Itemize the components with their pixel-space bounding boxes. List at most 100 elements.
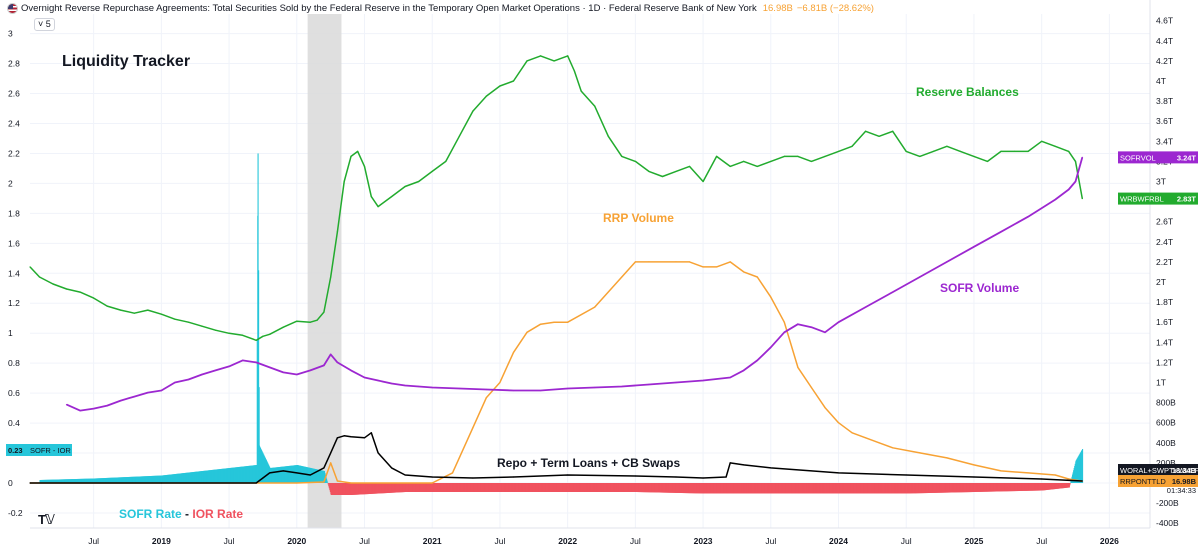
data-point: [539, 389, 542, 392]
data-point: [418, 180, 420, 183]
x-tick-label: Jul: [765, 536, 776, 546]
sofr-ior-bar: [326, 480, 328, 483]
data-point: [404, 185, 406, 188]
data-point: [1027, 216, 1029, 218]
data-point: [797, 323, 799, 325]
badge-ticker: WORAL+SWPT+WLCFLL: [1120, 466, 1200, 475]
right-tick-label: 200B: [1156, 458, 1176, 468]
data-point: [756, 359, 758, 361]
data-point: [370, 195, 372, 198]
data-point: [932, 150, 934, 152]
data-point: [323, 364, 325, 367]
sofr-ior-bar: [1069, 483, 1071, 486]
data-point: [187, 378, 190, 381]
right-tick-label: 800B: [1156, 398, 1176, 408]
data-point: [343, 435, 345, 437]
data-point: [702, 477, 704, 479]
badge-ticker: RRPONTTLD: [1120, 477, 1166, 486]
data-point: [390, 382, 393, 385]
data-point: [309, 369, 311, 372]
data-point: [539, 323, 542, 325]
data-point: [1000, 231, 1002, 233]
data-point: [1027, 472, 1029, 474]
data-point: [214, 369, 217, 372]
data-point: [93, 297, 95, 299]
x-tick-label: Jul: [630, 536, 641, 546]
data-point: [1027, 150, 1029, 152]
data-point: [404, 384, 406, 387]
right-tick-label: 4.2T: [1156, 56, 1173, 66]
data-point: [458, 135, 460, 137]
value-badge: RRPONTTLD 16.98B: [1118, 475, 1198, 487]
data-point: [973, 246, 975, 248]
data-point: [864, 306, 867, 308]
right-tick-label: -200B: [1156, 498, 1179, 508]
data-point: [323, 467, 325, 469]
data-point: [851, 432, 853, 434]
data-point: [330, 276, 332, 278]
data-point: [973, 464, 975, 466]
left-tick-label: 1.2: [8, 298, 20, 308]
data-point: [580, 90, 582, 92]
data-point: [661, 175, 664, 178]
indicator-count: 5: [45, 19, 51, 29]
data-point: [1000, 150, 1002, 152]
chart-header: Overnight Reverse Repurchase Agreements:…: [0, 0, 874, 16]
badge-ticker: SOFRVOL: [1120, 153, 1156, 162]
data-point: [445, 160, 447, 162]
sofr-ior-series: [39, 153, 1084, 495]
sofr-ior-badge: 0.23 SOFR - IOR: [6, 444, 72, 456]
x-tick-label: 2026: [1100, 536, 1119, 546]
data-point: [716, 155, 718, 157]
value-badges: SOFRVOL 3.24T WRBWFRBL 2.83T WORAL+SWPT+WLCF…: [6, 151, 1200, 495]
data-point: [370, 432, 372, 434]
data-point: [770, 160, 772, 162]
data-point: [905, 150, 907, 152]
right-tick-label: 4.6T: [1156, 16, 1173, 26]
data-point: [729, 376, 731, 379]
right-tick-label: 1.4T: [1156, 337, 1173, 347]
data-point: [160, 313, 162, 315]
data-point: [336, 361, 339, 363]
data-point: [418, 385, 420, 388]
data-point: [634, 261, 636, 263]
right-tick-label: 1.6T: [1156, 317, 1173, 327]
data-point: [1013, 150, 1016, 152]
countdown-label: 01:34:33: [1167, 486, 1196, 495]
data-point: [892, 130, 894, 132]
data-point: [1054, 198, 1056, 201]
data-point: [567, 387, 569, 390]
right-tick-label: 2.2T: [1156, 257, 1173, 267]
data-point: [363, 437, 366, 439]
data-point: [919, 155, 921, 157]
data-point: [864, 437, 867, 439]
data-point: [404, 474, 406, 476]
left-tick-label: 0.6: [8, 388, 20, 398]
collapse-indicators-button[interactable]: ˅ 5: [34, 18, 55, 31]
badge-background: [6, 444, 72, 456]
data-point: [986, 160, 989, 162]
data-point: [892, 447, 894, 449]
left-tick-label: 0.8: [8, 358, 20, 368]
right-tick-label: 4.4T: [1156, 36, 1173, 46]
us-flag-icon: [7, 2, 18, 14]
data-point: [878, 442, 880, 444]
data-point: [702, 379, 704, 382]
data-point: [377, 379, 379, 382]
data-point: [512, 476, 515, 478]
data-point: [201, 325, 203, 327]
data-point: [594, 105, 596, 107]
data-point: [160, 482, 162, 484]
data-point: [743, 271, 745, 273]
data-point: [174, 318, 176, 320]
data-point: [634, 475, 636, 477]
data-point: [262, 477, 264, 479]
data-point: [783, 155, 785, 157]
badge-value: 0.23: [8, 446, 23, 455]
data-point: [1041, 140, 1043, 142]
data-point: [743, 464, 745, 466]
data-point: [837, 321, 840, 323]
data-point: [1054, 474, 1056, 476]
badge-background: [1118, 475, 1198, 487]
